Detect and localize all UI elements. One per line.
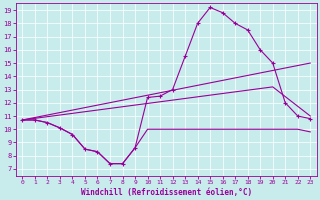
X-axis label: Windchill (Refroidissement éolien,°C): Windchill (Refroidissement éolien,°C) [81,188,252,197]
